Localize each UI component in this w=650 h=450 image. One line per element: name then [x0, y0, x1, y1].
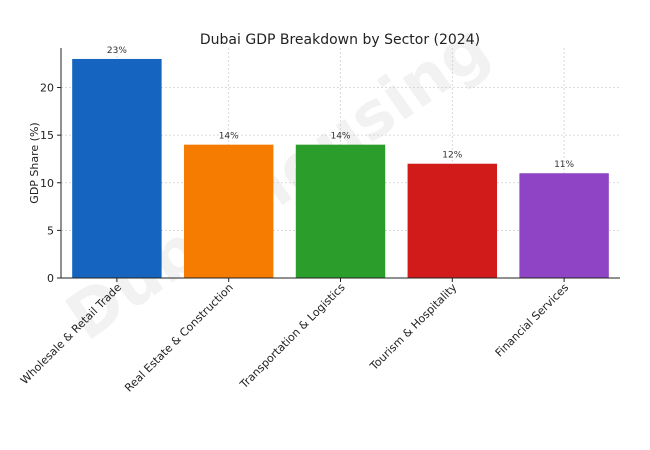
data-label: 14% [219, 132, 239, 142]
y-tick-label: 15 [40, 129, 54, 142]
bars [72, 58, 609, 279]
x-tick-label: Transportation & Logistics [237, 281, 348, 392]
chart-title: Dubai GDP Breakdown by Sector (2024) [200, 32, 480, 48]
axes [57, 48, 620, 282]
data-label: 11% [554, 160, 574, 170]
data-label: 23% [107, 46, 127, 56]
y-tick-label: 10 [40, 177, 54, 190]
y-tick-label: 5 [47, 224, 54, 237]
bar [407, 163, 498, 278]
x-tick-label: Financial Services [493, 281, 572, 360]
bar [519, 173, 609, 278]
y-tick-label: 0 [47, 272, 54, 285]
data-label: 14% [330, 132, 350, 142]
x-tick-label: Tourism & Hospitality [367, 281, 460, 374]
bar [183, 144, 274, 278]
bar [72, 58, 162, 279]
y-tick-label: 20 [40, 82, 54, 95]
bar [295, 144, 386, 278]
y-axis-label: GDP Share (%) [28, 122, 41, 203]
data-label: 12% [442, 151, 462, 161]
